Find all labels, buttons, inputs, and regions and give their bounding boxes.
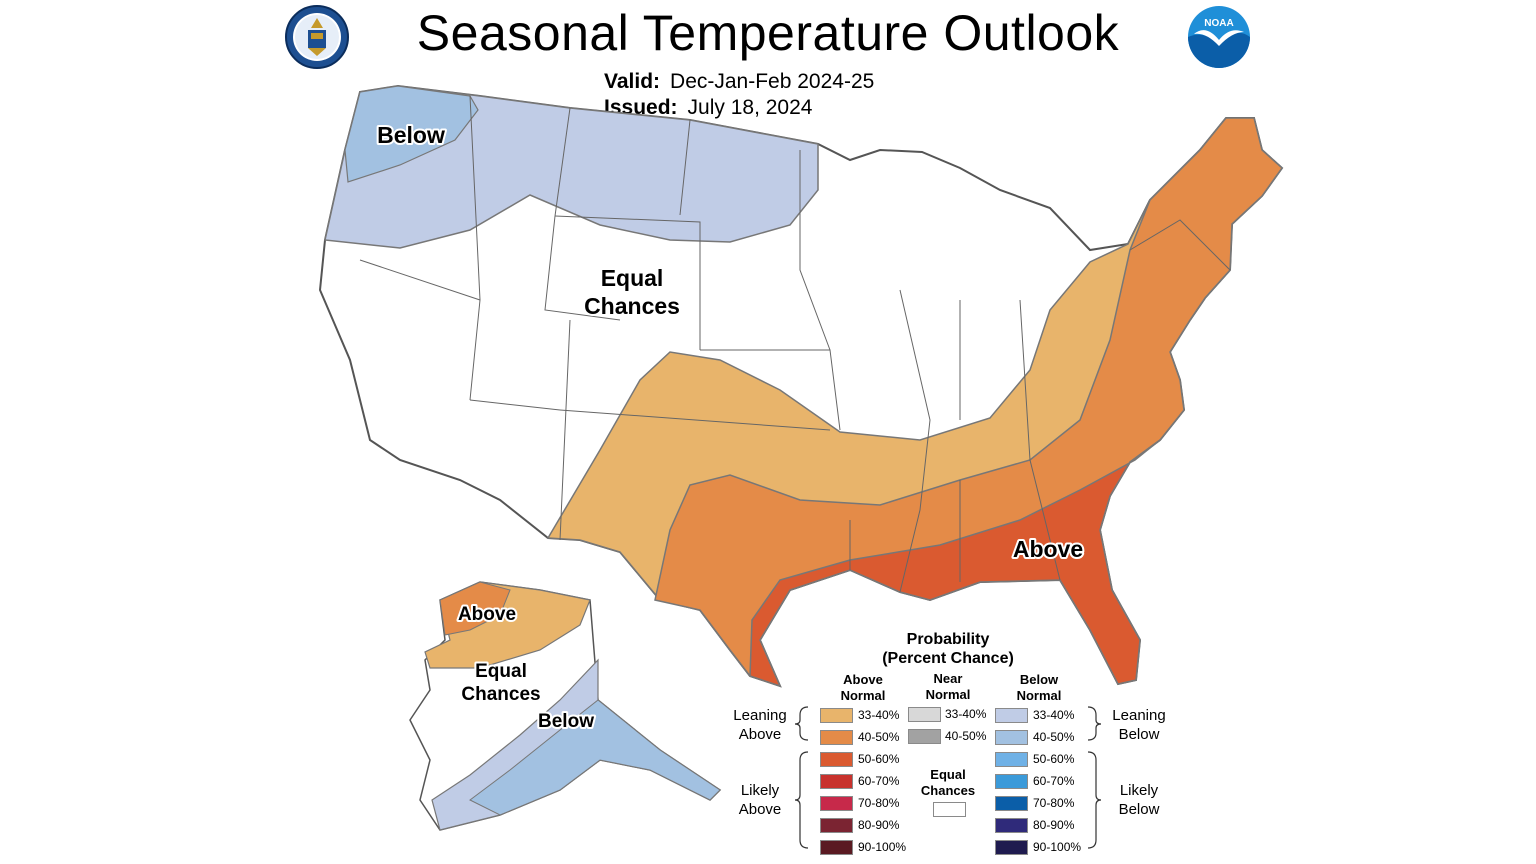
- swatch-above-70-80: [820, 796, 853, 811]
- valid-label: Valid:: [604, 70, 661, 93]
- below-region-coast: [344, 85, 479, 183]
- noaa-logo-icon: NOAA: [1188, 6, 1250, 68]
- swatch-label: 90-100%: [1033, 840, 1082, 854]
- commerce-seal-icon: [285, 5, 349, 69]
- noaa-logo-text: NOAA: [1204, 18, 1233, 29]
- swatch-above-90-100: [820, 840, 853, 855]
- legend-leaning-above: Leaning Above: [733, 707, 787, 743]
- legend-braces: [794, 706, 1102, 849]
- swatch-below-50-60: [995, 752, 1028, 767]
- above-region-50-60: [749, 439, 1161, 688]
- swatch-below-40-50: [995, 730, 1028, 745]
- legend-col-near: Near Normal: [925, 671, 971, 702]
- swatch-label: 70-80%: [858, 796, 900, 810]
- legend-equal-chances: Equal Chances: [920, 767, 976, 798]
- valid-line: Valid: Dec-Jan-Feb 2024-25: [604, 70, 874, 94]
- swatch-near-33-40: [908, 707, 941, 722]
- label-alaska-above: Above: [458, 604, 516, 625]
- label-alaska-equal-line1: Equal: [475, 661, 527, 682]
- swatch-near-40-50: [908, 729, 941, 744]
- swatch-label: 80-90%: [858, 818, 900, 832]
- legend-col-above: Above Normal: [840, 672, 886, 703]
- legend-likely-below: Likely Below: [1118, 782, 1160, 818]
- swatch-label: 40-50%: [858, 730, 900, 744]
- legend-leaning-below: Leaning Below: [1112, 707, 1166, 743]
- alaska-below-40-50: [469, 699, 721, 816]
- state-borders: [359, 95, 1231, 593]
- label-above-southeast: Above: [1013, 536, 1083, 562]
- swatch-below-60-70: [995, 774, 1028, 789]
- swatch-label: 40-50%: [945, 729, 987, 743]
- swatch-above-33-40: [820, 708, 853, 723]
- swatch-label: 33-40%: [1033, 708, 1075, 722]
- alaska-above-40-50: [439, 581, 511, 636]
- swatch-label: 50-60%: [858, 752, 900, 766]
- swatch-below-90-100: [995, 840, 1028, 855]
- legend-title-line2: (Percent Chance): [882, 650, 1014, 667]
- swatch-label: 40-50%: [1033, 730, 1075, 744]
- label-equal-line2: Chances: [584, 293, 680, 319]
- swatch-label: 60-70%: [1033, 774, 1075, 788]
- issued-line: Issued: July 18, 2024: [604, 96, 812, 120]
- valid-value: Dec-Jan-Feb 2024-25: [670, 70, 875, 93]
- swatch-above-50-60: [820, 752, 853, 767]
- map-title: Seasonal Temperature Outlook: [416, 5, 1120, 61]
- swatch-above-60-70: [820, 774, 853, 789]
- label-equal-line1: Equal: [601, 265, 664, 291]
- legend-title-line1: Probability: [906, 631, 990, 648]
- swatch-label: 60-70%: [858, 774, 900, 788]
- label-below-northwest: Below: [377, 122, 445, 148]
- swatch-below-70-80: [995, 796, 1028, 811]
- swatch-label: 50-60%: [1033, 752, 1075, 766]
- label-alaska-equal-line2: Chances: [461, 684, 540, 705]
- legend-title: Probability (Percent Chance): [838, 630, 1058, 668]
- swatch-label: 90-100%: [858, 840, 907, 854]
- swatch-below-33-40: [995, 708, 1028, 723]
- swatch-above-80-90: [820, 818, 853, 833]
- swatch-above-40-50: [820, 730, 853, 745]
- swatch-label: 70-80%: [1033, 796, 1075, 810]
- swatch-label: 33-40%: [945, 707, 987, 721]
- legend-likely-above: Likely Above: [738, 782, 782, 818]
- legend-col-below: Below Normal: [1016, 672, 1062, 703]
- issued-value: July 18, 2024: [687, 96, 813, 119]
- swatch-equal: [933, 802, 966, 817]
- label-alaska-below: Below: [538, 711, 594, 732]
- swatch-label: 80-90%: [1033, 818, 1075, 832]
- swatch-label: 33-40%: [858, 708, 900, 722]
- swatch-below-80-90: [995, 818, 1028, 833]
